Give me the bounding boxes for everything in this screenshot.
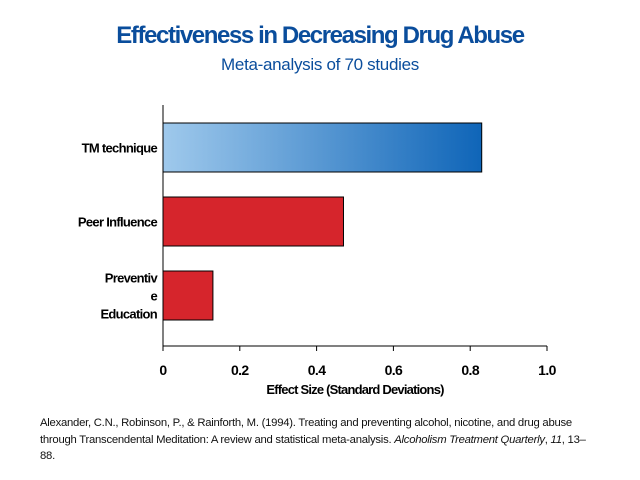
bar-0: [162, 122, 483, 173]
x-tick-label-4: 0.8: [461, 362, 479, 378]
citation-sep: ,: [544, 433, 551, 446]
chart-title: Effectiveness in Decreasing Drug Abuse: [116, 22, 525, 49]
axes-group: [162, 105, 548, 351]
bar-chart: 0 0.2 0.4 0.6 0.8 1.0 Effect Size (Standard De…: [78, 105, 557, 398]
x-tick-label-0: 0: [159, 362, 167, 378]
category-label-2-line-0: Preventiv: [105, 271, 159, 286]
citation-pages: , 13–88.: [40, 433, 586, 463]
category-label-1-line-0: Peer Influence: [78, 215, 158, 230]
x-axis-label: Effect Size (Standard Deviations): [266, 382, 444, 397]
x-tick-label-1: 0.2: [231, 362, 249, 378]
category-label-0-line-0: TM technique: [82, 141, 158, 156]
citation-volume: 11: [550, 433, 562, 446]
category-label-2-line-1: e: [150, 289, 157, 304]
citation: Alexander, C.N., Robinson, P., & Rainfor…: [40, 415, 600, 465]
x-tick-label-2: 0.4: [308, 362, 326, 378]
chart-subtitle: Meta-analysis of 70 studies: [221, 55, 419, 74]
bar-1: [162, 196, 344, 247]
citation-journal: Alcoholism Treatment Quarterly: [394, 433, 545, 446]
labels-group: 0 0.2 0.4 0.6 0.8 1.0 Effect Size (Standard De…: [78, 141, 557, 398]
category-label-2-line-2: Education: [100, 307, 157, 322]
x-tick-label-5: 1.0: [538, 362, 556, 378]
bar-2: [162, 270, 214, 321]
citation-text: Alexander, C.N., Robinson, P., & Rainfor…: [40, 417, 572, 446]
x-tick-label-3: 0.6: [385, 362, 403, 378]
bars-group: [162, 122, 483, 321]
